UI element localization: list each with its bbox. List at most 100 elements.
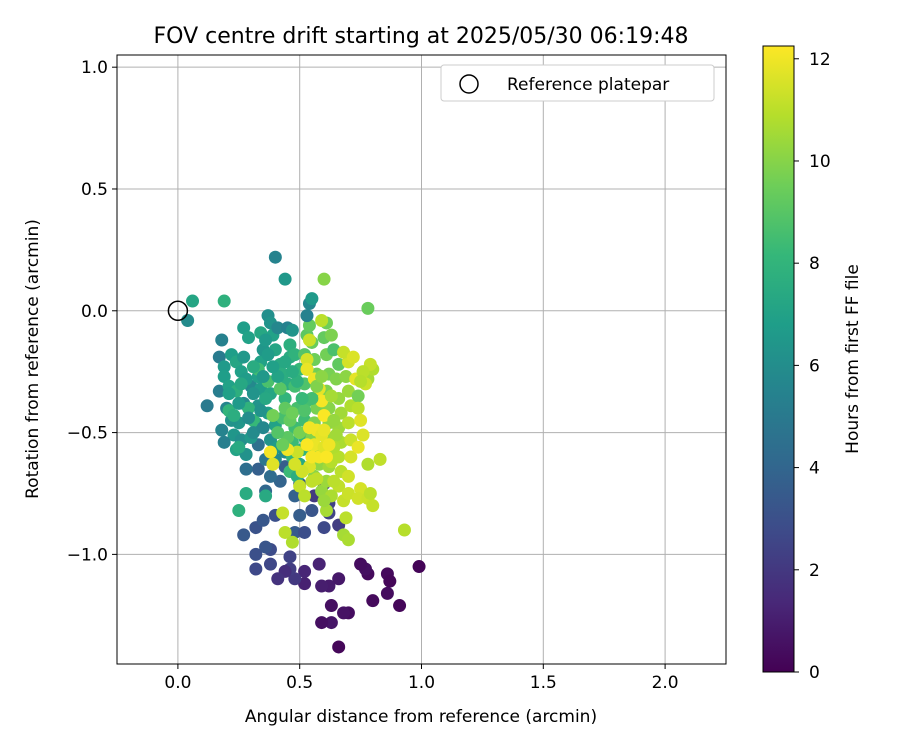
data-point [366, 594, 380, 608]
data-point [341, 384, 355, 398]
data-point [298, 404, 312, 418]
x-tick-label: 0.5 [286, 673, 313, 693]
legend-reference-marker [459, 74, 479, 94]
data-point [317, 423, 331, 437]
data-point [373, 452, 387, 466]
data-point [351, 389, 365, 403]
data-point [332, 357, 346, 371]
data-point [227, 409, 241, 423]
data-point [263, 445, 277, 459]
data-point [186, 294, 200, 308]
data-point [232, 504, 246, 518]
data-point [383, 574, 397, 588]
data-point [288, 457, 302, 471]
data-point [285, 323, 299, 337]
chart-title: FOV centre drift starting at 2025/05/30 … [154, 24, 689, 49]
data-point [283, 550, 297, 564]
data-point [317, 409, 331, 423]
data-point [310, 472, 324, 486]
data-point [278, 272, 292, 286]
legend-box [440, 64, 715, 102]
data-point [361, 301, 375, 315]
data-point [215, 423, 229, 437]
data-point [366, 499, 380, 513]
data-point [363, 486, 377, 500]
data-point [217, 435, 231, 449]
data-point [237, 528, 251, 542]
data-point [300, 309, 314, 323]
legend: Reference platepar [440, 64, 715, 102]
data-point [341, 416, 355, 430]
data-point [259, 391, 273, 405]
x-axis-label: Angular distance from reference (arcmin) [245, 707, 597, 727]
y-axis-label: Rotation from reference (arcmin) [23, 219, 43, 499]
data-point [319, 450, 333, 464]
data-point [293, 479, 307, 493]
data-point [310, 379, 324, 393]
data-point [288, 525, 302, 539]
data-point [288, 572, 302, 586]
data-point [305, 450, 319, 464]
data-point [222, 387, 236, 401]
data-point [305, 504, 319, 518]
data-point [246, 360, 260, 374]
data-point [276, 438, 290, 452]
colorbar: 0 2 4 6 8 10 12 [762, 45, 831, 683]
data-point [232, 396, 246, 410]
data-point [354, 482, 368, 496]
data-point [337, 606, 351, 620]
data-point [285, 535, 299, 549]
data-point [293, 426, 307, 440]
colorbar-frame [762, 45, 795, 673]
data-point [315, 579, 329, 593]
data-point [212, 350, 226, 364]
data-point [273, 474, 287, 488]
data-point [300, 438, 314, 452]
data-point [259, 489, 273, 503]
data-point [332, 572, 346, 586]
data-point [351, 401, 365, 415]
data-point [354, 413, 368, 427]
data-point [298, 577, 312, 591]
data-point [354, 374, 368, 388]
data-point [278, 355, 292, 369]
data-point [212, 384, 226, 398]
data-point [298, 564, 312, 578]
data-point [276, 506, 290, 520]
data-point [300, 353, 314, 366]
data-point [312, 557, 326, 571]
data-point [302, 318, 316, 332]
data-point [302, 421, 316, 435]
data-point [324, 389, 338, 403]
data-point [271, 426, 285, 440]
data-point [268, 250, 282, 264]
data-point [298, 489, 312, 503]
data-point [341, 533, 355, 547]
data-point [239, 462, 253, 476]
data-point [256, 421, 270, 435]
data-point [393, 599, 407, 613]
data-point [278, 391, 292, 405]
data-point [259, 540, 273, 554]
data-point [356, 365, 370, 379]
data-point [285, 406, 299, 420]
data-point [242, 331, 256, 345]
data-point [295, 391, 309, 405]
data-point [351, 440, 365, 454]
data-point [339, 511, 353, 525]
data-point [324, 616, 338, 630]
data-point [256, 370, 270, 384]
data-point [239, 486, 253, 500]
data-point [271, 572, 285, 586]
data-point [288, 348, 302, 362]
data-point [273, 382, 287, 396]
data-point [259, 333, 273, 347]
data-point [327, 343, 341, 357]
data-point [361, 457, 375, 471]
data-point [298, 525, 312, 539]
legend-reference-label: Reference platepar [507, 75, 669, 95]
data-point [249, 547, 263, 561]
colorbar-fill [763, 46, 794, 672]
data-point [315, 394, 329, 408]
